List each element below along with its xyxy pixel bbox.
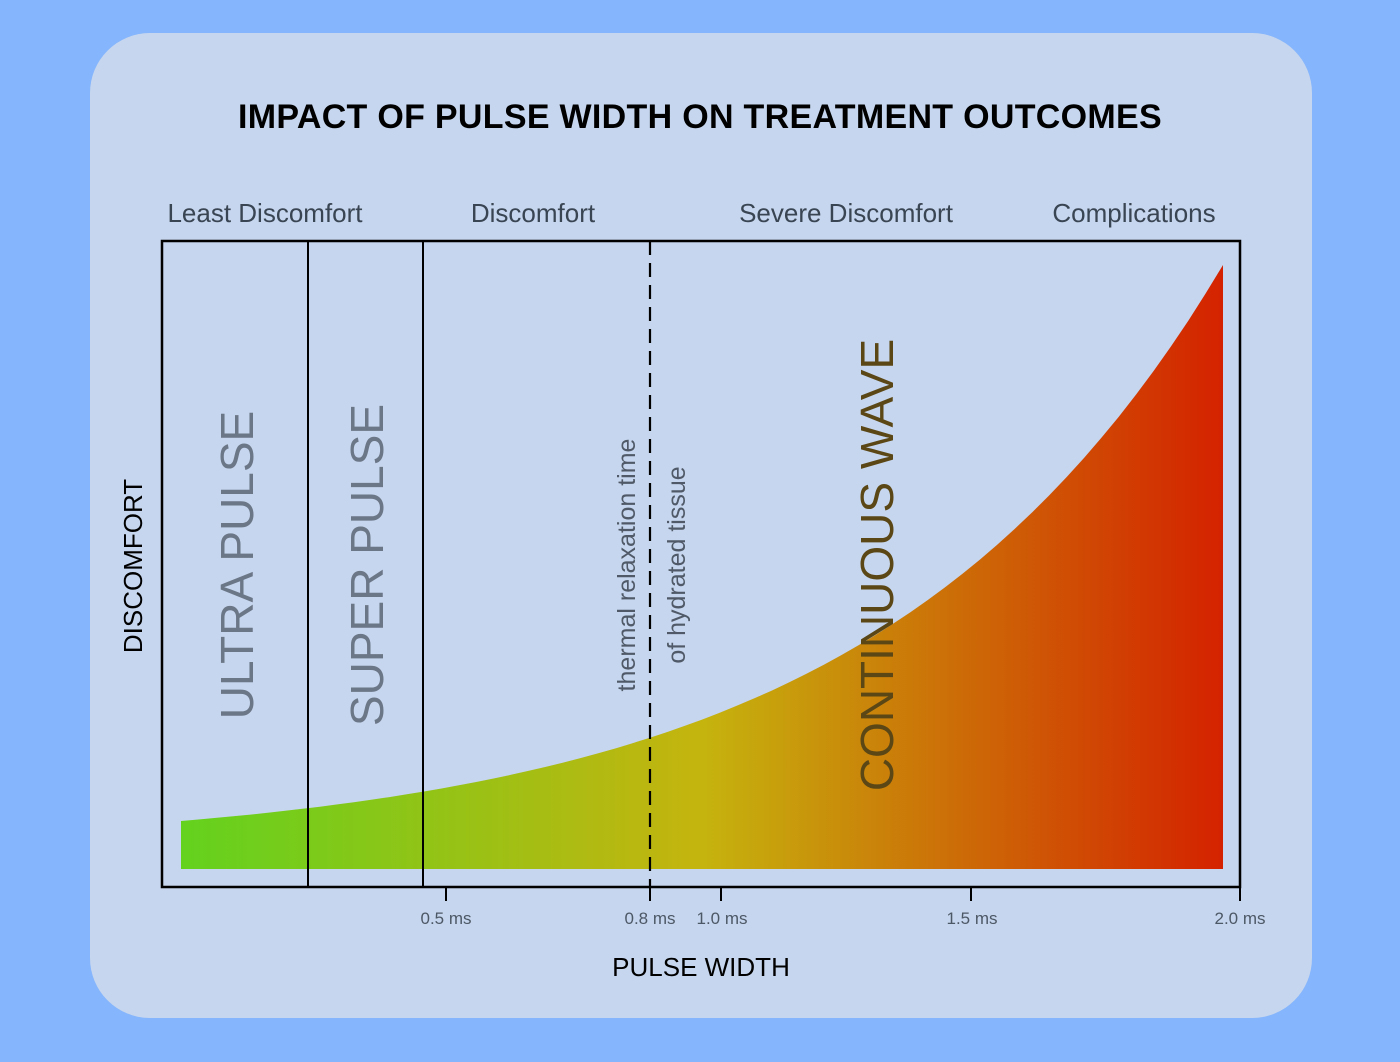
zone-label-least-discomfort: Least Discomfort (167, 198, 363, 228)
x-axis-title: PULSE WIDTH (612, 952, 790, 982)
band-label-continuous-wave: CONTINUOUS WAVE (851, 339, 903, 791)
band-label-super-pulse: SUPER PULSE (341, 404, 393, 726)
x-tick-label: 0.8 ms (624, 909, 675, 928)
zone-label-severe-discomfort: Severe Discomfort (739, 198, 954, 228)
x-tick-label: 2.0 ms (1214, 909, 1265, 928)
x-tick-label: 0.5 ms (420, 909, 471, 928)
plot-frame (160, 239, 1242, 889)
diagram-title: IMPACT OF PULSE WIDTH ON TREATMENT OUTCO… (238, 98, 1162, 136)
zone-label-complications: Complications (1052, 198, 1215, 228)
x-tick-label: 1.0 ms (696, 909, 747, 928)
threshold-annotation-line1: thermal relaxation time (613, 439, 641, 692)
y-axis-title: DISCOMFORT (118, 479, 148, 653)
x-tick-label: 1.5 ms (946, 909, 997, 928)
threshold-annotation-line2: of hydrated tissue (663, 466, 691, 663)
zone-label-discomfort: Discomfort (471, 198, 596, 228)
band-label-ultra-pulse: ULTRA PULSE (211, 411, 263, 719)
discomfort-curve-area (181, 265, 1223, 869)
